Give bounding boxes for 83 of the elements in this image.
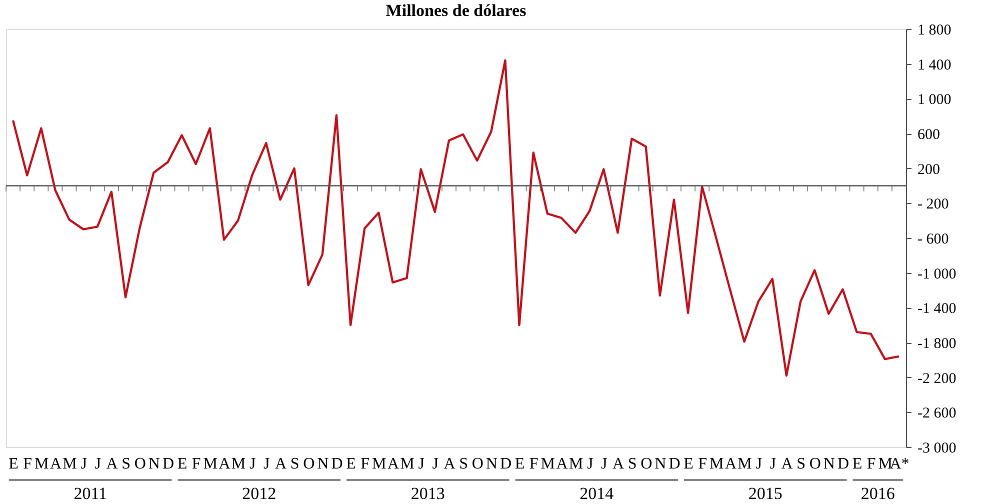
- text: 2014: [580, 484, 614, 503]
- x-tick-label: N: [317, 456, 330, 472]
- x-tick-label: A: [387, 456, 400, 472]
- x-tick-label: S: [459, 456, 468, 472]
- x-tick-label: D: [837, 456, 849, 472]
- x-tick-label: D: [162, 456, 174, 472]
- x-tick-label: A: [106, 456, 118, 472]
- x-tick-label: M: [400, 456, 414, 472]
- y-tick-label: -2 200: [918, 370, 956, 387]
- y-tick-label: 1 800: [918, 22, 952, 38]
- y-tick-label: - 200: [918, 196, 949, 213]
- text: 2013: [410, 484, 445, 503]
- x-tick-label: J: [94, 456, 102, 472]
- x-tick-label: E: [8, 456, 18, 472]
- x-tick-label: J: [601, 456, 608, 472]
- x-tick-label: E: [684, 456, 694, 472]
- x-tick-label: J: [80, 456, 87, 472]
- x-tick-label: S: [122, 456, 130, 472]
- x-tick-label: J: [432, 456, 439, 472]
- x-tick-label: M: [62, 456, 77, 472]
- x-tick-label: S: [796, 456, 806, 472]
- y-tick-label: -1 800: [918, 336, 956, 352]
- x-tick-label: A: [218, 456, 231, 472]
- x-tick-label: A: [612, 456, 624, 472]
- x-tick-label: O: [134, 456, 146, 472]
- x-tick-label: E: [852, 456, 862, 472]
- x-tick-label: O: [472, 456, 484, 472]
- x-tick-label: F: [529, 456, 538, 472]
- x-tick-label: A: [724, 456, 737, 472]
- x-tick-label: J: [756, 456, 762, 472]
- text: 2011: [74, 484, 108, 503]
- y-tick-label: 1 000: [918, 92, 952, 108]
- x-tick-label: N: [486, 456, 498, 472]
- x-tick-label: A: [781, 456, 794, 472]
- x-tick-label: F: [360, 456, 370, 472]
- text: 2012: [242, 484, 276, 503]
- y-tick-label: -1 400: [918, 301, 956, 318]
- x-tick-label: A: [50, 456, 62, 472]
- y-tick-label: -3 000: [918, 440, 956, 456]
- x-tick-label: F: [866, 456, 876, 472]
- x-tick-label: A: [556, 456, 568, 472]
- text: 2015: [748, 484, 782, 503]
- x-tick-label: A: [274, 456, 287, 472]
- line-series: [12, 59, 900, 377]
- y-tick-label: -1 000: [918, 266, 956, 282]
- chart-title: Millones de dólares: [386, 1, 527, 20]
- y-tick-label: 600: [918, 127, 940, 143]
- x-tick-label: F: [23, 456, 32, 472]
- x-tick-label: D: [500, 456, 512, 472]
- text: 2016: [860, 484, 895, 503]
- x-tick-label: O: [303, 456, 315, 472]
- x-tick-label: E: [177, 456, 188, 472]
- x-tick-label: E: [514, 456, 525, 472]
- x-tick-label: M: [540, 456, 556, 472]
- y-tick-label: 200: [918, 162, 940, 178]
- x-tick-label: M: [738, 456, 752, 472]
- x-tick-label: M: [231, 456, 246, 472]
- x-tick-label: J: [770, 456, 776, 472]
- y-tick-label: 1 400: [918, 57, 952, 74]
- x-tick-label: D: [668, 456, 680, 472]
- x-tick-label: M: [568, 456, 584, 472]
- x-tick-label: S: [628, 456, 637, 472]
- x-tick-label: M: [710, 456, 724, 472]
- x-tick-label: J: [418, 456, 424, 472]
- x-tick-label: M: [372, 456, 386, 472]
- x-tick-label: O: [809, 456, 821, 472]
- x-tick-label: E: [346, 456, 356, 472]
- x-tick-label: S: [290, 456, 300, 472]
- y-tick-label: - 600: [918, 232, 949, 248]
- x-tick-label: M: [203, 456, 218, 472]
- x-tick-label: N: [654, 456, 667, 472]
- x-tick-label: N: [823, 456, 836, 472]
- x-tick-label: O: [640, 456, 652, 472]
- x-tick-label: F: [192, 456, 201, 472]
- x-tick-label: J: [249, 456, 256, 472]
- x-tick-label: A: [444, 456, 456, 472]
- x-tick-label: D: [331, 456, 343, 472]
- x-tick-label: J: [264, 456, 270, 472]
- x-tick-label: N: [148, 456, 160, 472]
- x-tick-label: J: [586, 456, 594, 472]
- y-tick-label: -2 600: [918, 406, 956, 422]
- x-tick-label: M: [34, 456, 49, 472]
- x-tick-label: F: [698, 456, 708, 472]
